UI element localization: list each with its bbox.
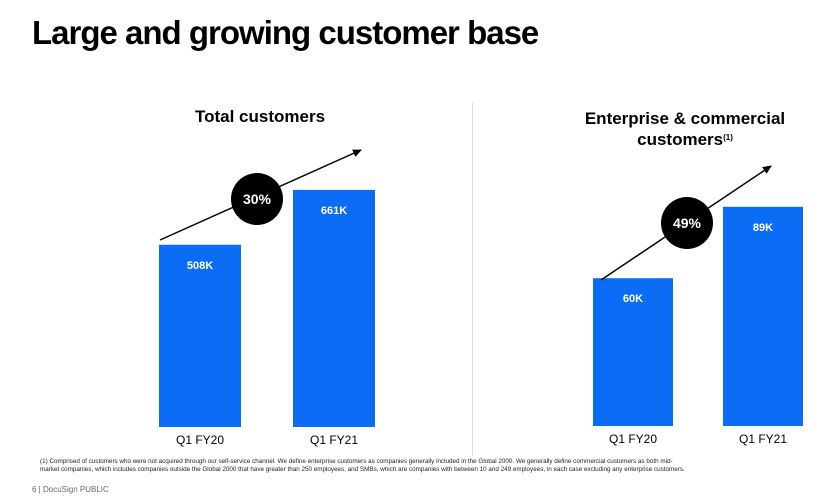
x-tick-label: Q1 FY21 bbox=[310, 433, 358, 447]
chart-title-total-customers: Total customers bbox=[160, 107, 360, 126]
x-tick-label: Q1 FY21 bbox=[739, 432, 787, 446]
bar-q1-fy21 bbox=[293, 189, 375, 427]
slide-title: Large and growing customer base bbox=[32, 14, 539, 51]
bar-q1-fy20 bbox=[159, 244, 241, 427]
chart-title-enterprise-commercial: Enterprise & commercial customers(1) bbox=[575, 109, 795, 149]
x-tick-label: Q1 FY20 bbox=[176, 433, 224, 447]
bar-value-label: 508K bbox=[187, 260, 213, 272]
growth-label: 49% bbox=[673, 215, 702, 231]
bar-value-label: 60K bbox=[623, 293, 643, 305]
enterprise-commercial-chart: 60K Q1 FY20 89K Q1 FY21 49% bbox=[593, 165, 803, 446]
bar-q1-fy20 bbox=[593, 278, 673, 426]
growth-badge bbox=[661, 197, 713, 249]
page-footer: 6 | DocuSign PUBLIC bbox=[32, 485, 109, 494]
footnote-marker: (1) bbox=[723, 133, 733, 142]
total-customers-chart: 508K Q1 FY20 661K Q1 FY21 30% bbox=[159, 149, 375, 447]
divider bbox=[472, 103, 473, 455]
chart-title-text: Total customers bbox=[194, 107, 326, 126]
growth-badge bbox=[231, 173, 283, 225]
bar-q1-fy21 bbox=[723, 206, 803, 426]
x-tick-label: Q1 FY20 bbox=[609, 432, 657, 446]
growth-label: 30% bbox=[243, 191, 272, 207]
bar-value-label: 661K bbox=[321, 205, 347, 217]
footnote: (1) Comprised of customers who were not … bbox=[40, 458, 685, 473]
chart-title-text: Enterprise & commercial customers bbox=[584, 109, 786, 149]
bar-value-label: 89K bbox=[753, 222, 773, 234]
